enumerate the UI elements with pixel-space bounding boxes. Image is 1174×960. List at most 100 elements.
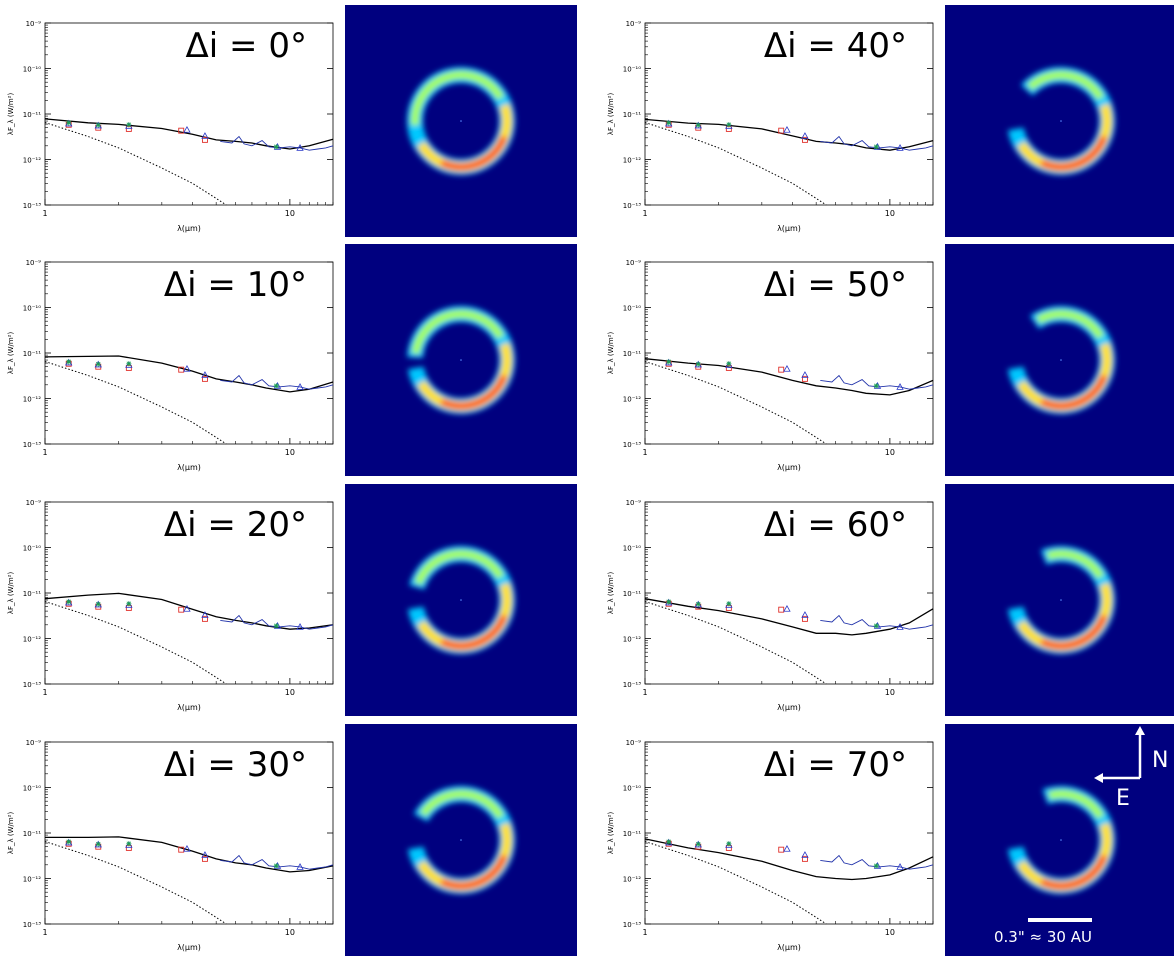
sed-plot: 10⁻⁹ 10⁻¹⁰ 10⁻¹¹ 10⁻¹² 10⁻¹³1 10 λ(μm) λF_λ (W/… <box>607 499 934 712</box>
data-point-square <box>202 615 208 622</box>
y-tick-label: 10⁻¹² <box>23 636 41 644</box>
y-tick-label: 10⁻¹⁰ <box>23 545 41 553</box>
y-tick-label: 10⁻⁹ <box>626 259 642 267</box>
y-tick-label: 10⁻¹⁰ <box>23 305 41 313</box>
disk-ring-svg <box>1007 546 1115 654</box>
y-tick-label: 10⁻¹³ <box>623 202 641 210</box>
scale-bar <box>1028 918 1092 922</box>
ring-hot-arc <box>1040 374 1108 409</box>
stellar-photosphere-line <box>644 361 827 445</box>
panel-0: 10⁻⁹ 10⁻¹⁰ 10⁻¹¹ 10⁻¹² 10⁻¹³ 1 10 λ(μm) λF_λ (W/… <box>0 5 335 237</box>
data-point-star <box>273 623 279 629</box>
data-point-star <box>66 120 72 126</box>
y-tick-label: 10⁻¹² <box>623 876 641 884</box>
data-point-star <box>695 601 701 607</box>
data-point-star <box>95 601 101 607</box>
compass-arrows <box>1094 726 1145 783</box>
data-point-square <box>178 846 185 853</box>
disk-image-40 <box>945 5 1174 237</box>
irs-spectrum-line <box>820 614 934 630</box>
data-point-square <box>802 615 808 622</box>
delta-i-label: Δi = 50° <box>764 265 907 305</box>
disk-image-50 <box>945 244 1174 476</box>
data-point-star <box>726 841 732 847</box>
y-tick-label: 10⁻¹⁰ <box>623 305 641 313</box>
data-point-triangle <box>801 851 809 858</box>
y-tick-label: 10⁻¹² <box>23 876 41 884</box>
stellar-photosphere-line <box>644 122 827 206</box>
y-tick-label: 10⁻¹³ <box>23 441 41 449</box>
data-point-triangle <box>125 360 133 368</box>
ring-upper-arc <box>1048 790 1105 820</box>
x-tick-label: 1 <box>42 209 47 218</box>
data-point-triangle <box>783 364 791 372</box>
ring-hot-arc <box>440 374 508 409</box>
ring-upper-arc <box>1046 550 1105 580</box>
y-tick-label: 10⁻¹⁰ <box>23 66 41 74</box>
data-point-triangle <box>125 121 133 129</box>
disk-ring-svg <box>407 67 515 175</box>
x-tick-label: 1 <box>42 448 47 457</box>
data-point-triangle <box>183 844 191 852</box>
stellar-photosphere-line <box>44 122 227 206</box>
data-point-triangle <box>801 132 809 139</box>
data-point-square <box>778 127 785 134</box>
disk-image-70 <box>945 724 1174 956</box>
ring-lower-arc <box>416 103 512 172</box>
compass <box>1090 726 1150 786</box>
delta-i-label: Δi = 0° <box>186 26 307 66</box>
disk-image-60 <box>945 484 1174 716</box>
delta-i-label: Δi = 30° <box>164 745 307 785</box>
panel-60: 10⁻⁹ 10⁻¹⁰ 10⁻¹¹ 10⁻¹² 10⁻¹³ 1 10 λ(μm) λF_λ (W/… <box>600 484 935 716</box>
y-tick-label: 10⁻¹¹ <box>23 830 41 838</box>
compass-north-label: N <box>1152 748 1169 773</box>
data-point-triangle <box>725 600 733 608</box>
delta-i-label: Δi = 40° <box>764 26 907 66</box>
ring-lower-arc <box>1016 342 1112 411</box>
data-point-square <box>178 127 185 134</box>
x-tick-label: 10 <box>885 209 895 218</box>
y-tick-label: 10⁻¹¹ <box>623 350 641 358</box>
y-axis-label: λF_λ (W/m²) <box>607 332 615 375</box>
y-tick-label: 10⁻⁹ <box>626 499 642 507</box>
y-tick-label: 10⁻⁹ <box>626 739 642 747</box>
y-tick-label: 10⁻⁹ <box>26 739 42 747</box>
disk-image-0 <box>345 5 577 237</box>
x-tick-label: 10 <box>285 688 295 697</box>
data-point-triangle <box>183 604 191 612</box>
ring-upper-arc <box>1026 71 1105 101</box>
model-sed-line <box>644 358 934 396</box>
data-point-star <box>726 122 732 128</box>
data-point-star <box>95 361 101 367</box>
x-axis-label: λ(μm) <box>177 224 201 233</box>
data-point-triangle <box>896 144 904 151</box>
data-point-square <box>802 375 808 382</box>
data-point-star <box>66 359 72 365</box>
y-axis-label: λF_λ (W/m²) <box>7 332 15 375</box>
x-tick-label: 1 <box>642 209 647 218</box>
data-point-triangle <box>201 611 209 618</box>
data-point-square <box>202 375 208 382</box>
data-point-star <box>66 599 72 605</box>
panel-70: 10⁻⁹ 10⁻¹⁰ 10⁻¹¹ 10⁻¹² 10⁻¹³ 1 10 λ(μm) λF_λ (W/… <box>600 724 935 956</box>
model-sed-line <box>45 836 334 873</box>
data-point-triangle <box>296 144 304 151</box>
model-sed-line <box>44 592 334 630</box>
data-point-square <box>178 366 185 373</box>
y-tick-label: 10⁻¹³ <box>23 681 41 689</box>
sed-plot: 10⁻⁹ 10⁻¹⁰ 10⁻¹¹ 10⁻¹² 10⁻¹³1 10 λ(μm) λF_λ (W/… <box>7 259 334 472</box>
data-point-triangle <box>896 623 904 630</box>
data-point-triangle <box>725 121 733 129</box>
ring-lower-arc <box>1016 103 1112 172</box>
x-tick-label: 10 <box>285 448 295 457</box>
y-tick-label: 10⁻⁹ <box>626 20 642 28</box>
ring-lower-arc <box>416 582 512 651</box>
ring-hot-arc <box>1040 614 1108 649</box>
disk-image-30 <box>345 724 577 956</box>
model-sed-line <box>644 598 934 636</box>
y-axis-label: λF_λ (W/m²) <box>7 812 15 855</box>
disk-image-20 <box>345 484 577 716</box>
central-star <box>460 120 462 122</box>
irs-spectrum-line <box>820 854 934 870</box>
delta-i-label: Δi = 60° <box>764 505 907 545</box>
